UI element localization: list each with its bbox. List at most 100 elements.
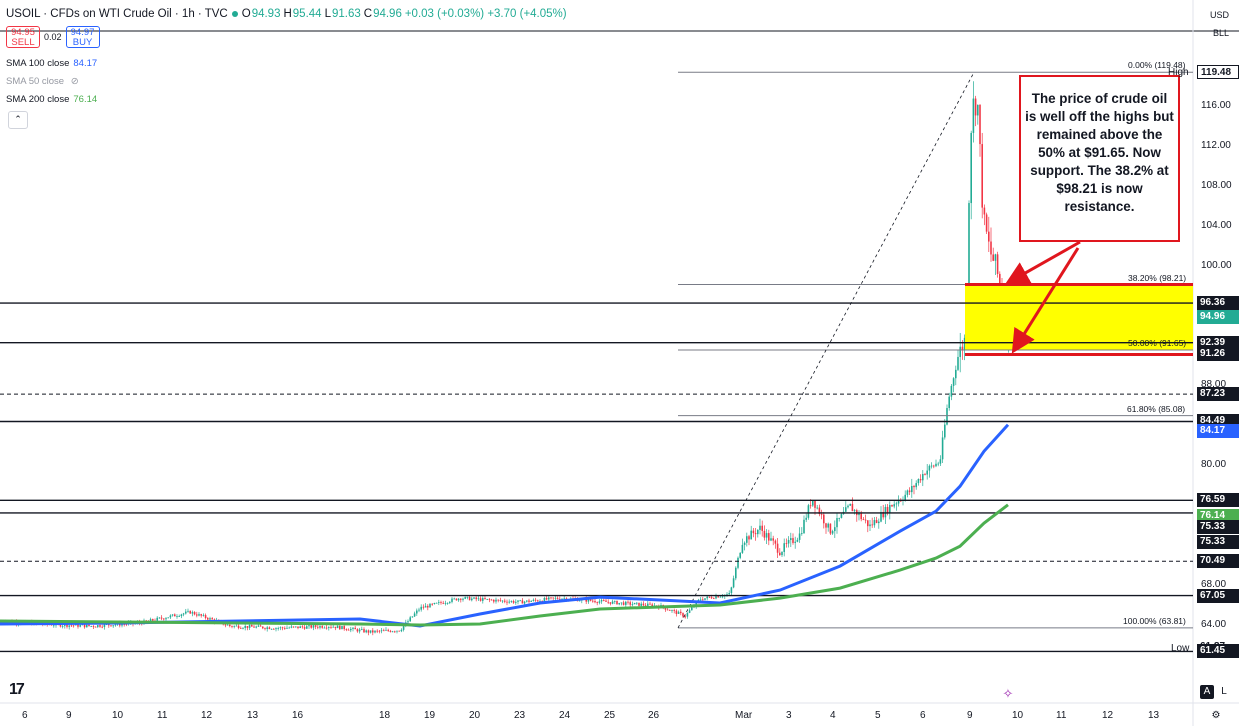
candle-body: [946, 408, 948, 425]
eye-hidden-icon[interactable]: ⊘: [70, 76, 79, 87]
candle-body: [677, 611, 680, 614]
candle-body: [869, 524, 871, 527]
scale-mode-selector[interactable]: BLL: [1212, 28, 1229, 38]
market-open-dot: [231, 11, 238, 17]
high-marker-label: High: [1168, 67, 1189, 78]
candle-body: [81, 624, 84, 626]
candle-body: [284, 628, 286, 629]
candle-body: [156, 617, 158, 621]
candle-body: [948, 396, 950, 409]
candle-body: [361, 629, 363, 630]
candle-body: [908, 490, 911, 493]
time-axis-tick: 13: [1148, 710, 1160, 721]
candle-body: [211, 618, 213, 620]
settings-gear-icon[interactable]: ⚙: [1211, 710, 1221, 721]
candle-body: [70, 625, 73, 627]
candle-body: [871, 524, 873, 526]
open-label: O: [241, 8, 251, 20]
time-axis-tick: 12: [1102, 710, 1114, 721]
indicator-sma200[interactable]: SMA 200 close 76.14: [6, 94, 97, 105]
indicator-sma50[interactable]: SMA 50 close ⊘: [6, 76, 79, 87]
candle-body: [336, 625, 339, 629]
price-tag: 76.59: [1197, 493, 1239, 508]
fib-level-label-4: 100.00% (63.81): [1123, 615, 1186, 626]
candle-body: [614, 600, 616, 602]
candle-body: [858, 513, 860, 516]
high-value: 95.44: [292, 8, 322, 20]
indicator-sma100[interactable]: SMA 100 close 84.17: [6, 58, 97, 69]
candle-body: [167, 617, 169, 619]
candle-body: [83, 624, 86, 628]
price-tag: 119.48: [1197, 65, 1239, 80]
candle-body: [798, 533, 801, 540]
sma-line-sma-100-close[interactable]: [0, 423, 1010, 628]
fib-trend-line[interactable]: [677, 72, 975, 629]
candle-body: [165, 618, 167, 620]
tradingview-logo[interactable]: 17: [9, 681, 25, 698]
candle-body: [231, 626, 233, 627]
candle-body: [521, 600, 524, 604]
candle-body: [312, 625, 315, 628]
currency-selector[interactable]: USD: [1209, 10, 1229, 20]
price-tag: 75.33: [1197, 520, 1239, 535]
candle-body: [169, 615, 172, 618]
candle-body: [622, 602, 625, 605]
candle-body: [268, 627, 271, 630]
candle-body: [963, 337, 966, 351]
candle-body: [429, 603, 431, 608]
candle-body: [710, 597, 713, 599]
candle-body: [904, 494, 906, 500]
candle-body: [332, 626, 334, 628]
sell-button[interactable]: 94.95 SELL: [6, 26, 40, 48]
candle-body: [649, 603, 651, 605]
collapse-indicators-button[interactable]: ⌃: [8, 111, 28, 129]
magic-wand-icon[interactable]: ✧: [1002, 686, 1014, 701]
candle-body: [589, 599, 592, 601]
candle-body: [930, 465, 933, 467]
candle-body: [121, 624, 123, 626]
candle-body: [418, 609, 420, 611]
buy-button[interactable]: 94.97 BUY: [65, 26, 100, 48]
candle-body: [713, 598, 715, 600]
candle-body: [609, 602, 612, 604]
candle-body: [411, 616, 414, 618]
candle-body: [829, 523, 832, 534]
log-scale-button[interactable]: L: [1221, 686, 1227, 697]
chevron-up-icon: ⌃: [14, 114, 22, 124]
candle-body: [114, 624, 117, 626]
candle-body: [523, 601, 526, 604]
candle-body: [893, 504, 895, 507]
candle-body: [200, 614, 202, 616]
candle-body: [794, 541, 796, 543]
candle-body: [251, 625, 253, 627]
candle-body: [796, 539, 799, 542]
candle-body: [303, 627, 306, 629]
candle-body: [486, 598, 488, 600]
auto-scale-button[interactable]: A: [1200, 685, 1214, 699]
candle-body: [587, 599, 590, 602]
symbol-title[interactable]: USOIL · CFDs on WTI Crude Oil · 1h · TVC: [6, 8, 228, 20]
candle-body: [356, 629, 359, 632]
candle-body: [229, 624, 231, 627]
candle-body: [708, 596, 711, 598]
candle-body: [605, 600, 607, 602]
candle-body: [620, 602, 623, 604]
sma-line-sma-200-close[interactable]: [0, 503, 1009, 627]
candle-body: [347, 629, 350, 631]
candle-body: [737, 557, 739, 568]
candle-body: [851, 503, 854, 512]
candle-body: [860, 513, 862, 520]
price-axis-tick: 80.00: [1201, 459, 1227, 471]
candle-body: [906, 490, 909, 495]
candle-body: [275, 628, 277, 630]
trade-panel: 94.95 SELL 0.02 94.97 BUY: [6, 26, 100, 48]
candle-body: [264, 628, 266, 629]
price-tag: 87.23: [1197, 387, 1239, 402]
candle-body: [444, 602, 447, 604]
candle-body: [440, 602, 442, 603]
candle-body: [409, 617, 411, 622]
candle-body: [185, 611, 187, 614]
price-axis-tick: 68.00: [1201, 579, 1227, 591]
close-label: C: [363, 8, 373, 20]
